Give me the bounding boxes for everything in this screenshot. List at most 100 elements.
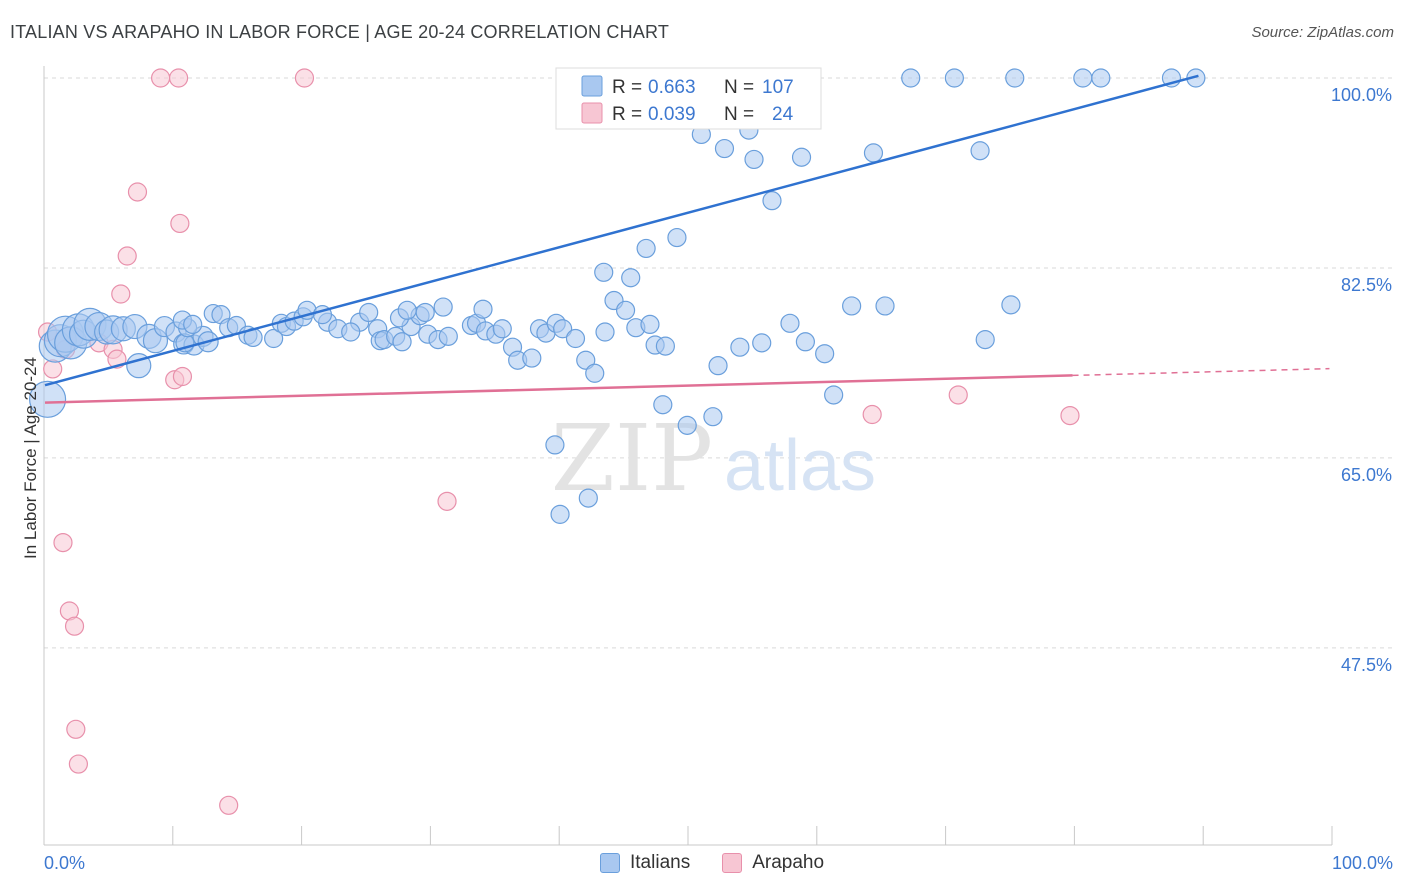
italians-point-99	[842, 296, 862, 316]
arapaho-point-6	[111, 284, 131, 304]
italians-point-105	[545, 435, 565, 455]
italians-point-66	[522, 348, 542, 368]
italians-point-114	[1091, 68, 1111, 88]
italians-point-113	[1073, 68, 1093, 88]
arapaho-point-14	[53, 532, 73, 553]
y-tick-label-1: 65.0%	[1341, 465, 1392, 485]
legend-r-label-arapaho: R =	[612, 104, 642, 125]
italians-point-82	[752, 333, 772, 353]
italians-point-62	[433, 297, 453, 317]
legend-r-value-italians: 0.663	[648, 77, 696, 98]
italians-point-73	[595, 322, 615, 342]
italians-point-109	[703, 407, 723, 427]
axes	[43, 66, 1333, 846]
legend-item-arapaho[interactable]: Arapaho	[722, 852, 824, 874]
italians-point-75	[615, 300, 636, 320]
italians-point-87	[565, 328, 586, 349]
italians-point-70	[553, 319, 573, 339]
italians-point-104	[1001, 295, 1021, 315]
arapaho-point-12	[170, 213, 190, 234]
arapaho-point-20	[294, 68, 315, 88]
arapaho-point-23	[948, 385, 968, 405]
italians-point-0	[28, 380, 67, 418]
legend-box: R = 0.663 N = 107 R = 0.039 N = 24	[555, 67, 822, 130]
italians-points	[28, 68, 1206, 524]
italians-point-85	[815, 344, 835, 364]
legend-r-value-arapaho: 0.039	[648, 104, 696, 125]
legend-item-italians[interactable]: Italians	[600, 852, 690, 874]
arapaho-point-16	[64, 616, 85, 636]
italians-point-111	[944, 68, 964, 88]
legend-r-label-italians: R =	[612, 77, 642, 98]
arapaho-point-19	[219, 795, 239, 815]
italians-point-80	[708, 356, 728, 376]
italians-point-95	[762, 191, 782, 211]
italians-point-94	[714, 138, 735, 159]
y-tick-label-3: 100.0%	[1331, 85, 1392, 105]
italians-point-25	[183, 314, 203, 335]
legend-label-arapaho: Arapaho	[752, 852, 825, 873]
arapaho-point-1	[43, 359, 63, 379]
italians-point-60	[397, 300, 417, 320]
arapaho-point-13	[172, 366, 193, 387]
grid-lines	[44, 77, 1392, 649]
italians-point-61	[415, 302, 435, 323]
italians-point-72	[585, 363, 605, 383]
y-tick-label-0: 47.5%	[1341, 655, 1392, 675]
arapaho-point-7	[117, 246, 137, 266]
legend-swatch-arapaho	[581, 102, 603, 124]
italians-point-57	[341, 322, 361, 342]
chart-title: ITALIAN VS ARAPAHO IN LABOR FORCE | AGE …	[10, 22, 670, 42]
italians-point-32	[264, 328, 284, 349]
arapaho-trend-line	[44, 374, 1073, 404]
italians-point-96	[744, 149, 764, 170]
italians-point-110	[901, 68, 921, 88]
italians-point-108	[653, 395, 673, 415]
italians-point-84	[795, 332, 815, 352]
italians-point-81	[730, 337, 750, 357]
italians-point-71	[576, 350, 596, 370]
arapaho-point-8	[127, 182, 148, 202]
arapaho-point-18	[68, 754, 88, 774]
y-tick-label-2: 82.5%	[1341, 275, 1392, 295]
legend-label-italians: Italians	[630, 852, 691, 873]
arapaho-points	[37, 68, 1080, 815]
italians-point-64	[492, 319, 512, 339]
arapaho-point-21	[437, 491, 457, 511]
source-label: Source: ZipAtlas.com	[1251, 24, 1394, 41]
italians-point-88	[594, 262, 614, 282]
italians-point-103	[970, 141, 990, 161]
italians-point-106	[550, 504, 570, 524]
legend-n-value-arapaho: 24	[772, 104, 794, 125]
x-tick-label-0: 0.0%	[44, 853, 85, 873]
legend-n-label-italians: N =	[724, 77, 754, 98]
arapaho-trend-extension	[1072, 367, 1330, 377]
italians-point-91	[667, 227, 687, 248]
legend-swatch-arapaho-bottom	[722, 853, 743, 873]
arapaho-point-24	[1060, 405, 1080, 426]
legend-n-value-italians: 107	[762, 77, 794, 98]
arapaho-point-9	[151, 68, 171, 88]
italians-point-92	[677, 415, 697, 435]
italians-point-58	[359, 302, 379, 323]
tick-labels: 47.5% 65.0% 82.5% 100.0% 0.0% 100.0%	[44, 85, 1393, 873]
italians-point-63	[473, 299, 493, 319]
italians-point-89	[621, 268, 641, 288]
legend-n-label-arapaho: N =	[724, 104, 754, 125]
trend-lines	[44, 74, 1330, 404]
italians-point-98	[791, 147, 812, 167]
italians-point-100	[875, 296, 895, 316]
arapaho-point-22	[862, 404, 882, 425]
italians-point-83	[780, 313, 800, 333]
watermark-atlas: atlas	[724, 426, 876, 506]
italians-point-102	[975, 330, 995, 350]
italians-point-44	[392, 332, 412, 352]
arapaho-point-17	[66, 719, 86, 739]
legend-swatch-italians	[581, 75, 603, 97]
legend-swatch-italians-bottom	[600, 853, 620, 873]
x-tick-label-1: 100.0%	[1332, 853, 1393, 873]
italians-point-90	[636, 238, 656, 259]
watermark: ZIP atlas	[551, 405, 876, 512]
italians-point-101	[863, 143, 884, 163]
